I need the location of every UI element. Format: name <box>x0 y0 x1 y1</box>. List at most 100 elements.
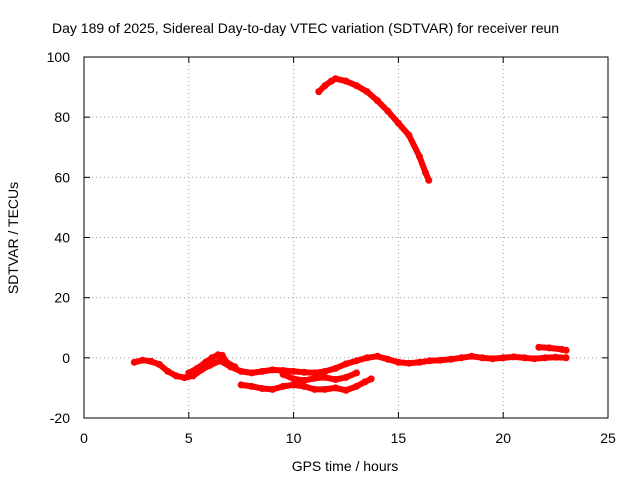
x-tick-label: 5 <box>185 430 193 446</box>
data-point <box>478 354 486 362</box>
data-point <box>147 357 155 365</box>
data-point <box>279 382 287 390</box>
data-point <box>164 367 172 375</box>
data-point <box>208 354 216 362</box>
data-point <box>193 364 201 372</box>
data-point <box>231 363 239 371</box>
data-point <box>436 356 444 364</box>
series-line-high-arc <box>315 75 432 184</box>
data-point <box>279 370 287 378</box>
data-point <box>562 346 570 354</box>
data-point <box>311 374 319 382</box>
data-point <box>373 352 381 360</box>
data-point <box>489 355 497 363</box>
data-point <box>290 375 298 383</box>
y-tick-label: -20 <box>50 410 70 426</box>
data-point <box>258 367 266 375</box>
data-point <box>425 176 433 184</box>
data-point <box>535 343 543 351</box>
data-point <box>290 381 298 389</box>
x-tick-label: 15 <box>391 430 407 446</box>
data-point <box>172 372 180 380</box>
x-tick-label: 25 <box>600 430 616 446</box>
data-point <box>342 386 350 394</box>
data-point <box>405 359 413 367</box>
y-tick-label: 80 <box>54 109 70 125</box>
x-tick-label: 10 <box>286 430 302 446</box>
data-point <box>384 107 392 115</box>
data-point <box>248 382 256 390</box>
data-point <box>321 367 329 375</box>
data-point <box>332 75 339 83</box>
data-point <box>290 367 298 375</box>
y-tick-label: 100 <box>47 49 71 65</box>
data-point <box>499 354 507 362</box>
data-point <box>415 152 423 160</box>
data-point <box>562 354 570 362</box>
data-point <box>353 382 360 390</box>
x-axis-label: GPS time / hours <box>292 458 399 474</box>
data-point <box>552 353 560 361</box>
data-point <box>258 385 266 392</box>
data-point <box>520 354 528 362</box>
data-point <box>237 367 245 375</box>
y-tick-label: 20 <box>54 290 70 306</box>
data-point <box>218 351 226 359</box>
data-point <box>311 369 319 377</box>
data-point <box>415 358 423 366</box>
data-series <box>130 75 570 394</box>
data-point <box>248 369 256 377</box>
data-point <box>510 353 518 361</box>
data-point <box>342 373 350 381</box>
data-point <box>447 355 455 363</box>
y-axis-label: SDTVAR / TECUs <box>5 182 21 294</box>
data-point <box>394 119 402 127</box>
data-point <box>332 376 339 383</box>
data-point <box>405 131 413 139</box>
data-point <box>353 82 360 90</box>
data-point <box>394 358 402 366</box>
y-tick-label: 0 <box>62 350 70 366</box>
x-tick-label: 20 <box>495 430 511 446</box>
data-point <box>315 88 323 96</box>
data-point <box>342 77 350 85</box>
data-point <box>468 352 476 360</box>
data-point <box>321 385 329 393</box>
axis-ticks: 0 5 10 15 20 25 -20 0 20 40 60 80 100 <box>47 49 616 446</box>
data-point <box>185 369 193 377</box>
data-point <box>353 357 360 365</box>
data-point <box>237 381 245 389</box>
data-point <box>361 378 369 386</box>
data-point <box>321 373 329 381</box>
data-point <box>531 355 539 363</box>
data-point <box>367 375 375 383</box>
data-point <box>139 356 147 364</box>
data-point <box>332 384 339 392</box>
data-point <box>321 82 329 90</box>
data-point <box>269 366 277 374</box>
data-point <box>300 376 308 384</box>
data-point <box>457 354 465 362</box>
data-point <box>300 382 308 390</box>
data-point <box>541 354 549 362</box>
data-point <box>363 88 371 96</box>
data-point <box>353 369 360 377</box>
chart-title: Day 189 of 2025, Sidereal Day-to-day VTE… <box>52 20 559 36</box>
data-point <box>373 97 381 105</box>
data-point <box>130 358 138 366</box>
data-point <box>426 357 434 365</box>
data-point <box>311 385 319 393</box>
x-tick-label: 0 <box>80 430 88 446</box>
data-point <box>363 354 371 362</box>
data-point <box>332 364 339 372</box>
y-tick-label: 60 <box>54 169 70 185</box>
y-tick-label: 40 <box>54 230 70 246</box>
data-point <box>181 374 189 382</box>
data-point <box>342 360 350 368</box>
data-point <box>422 169 430 177</box>
data-point <box>156 361 163 368</box>
data-point <box>300 368 308 376</box>
data-point <box>269 385 277 393</box>
data-point <box>384 355 392 363</box>
